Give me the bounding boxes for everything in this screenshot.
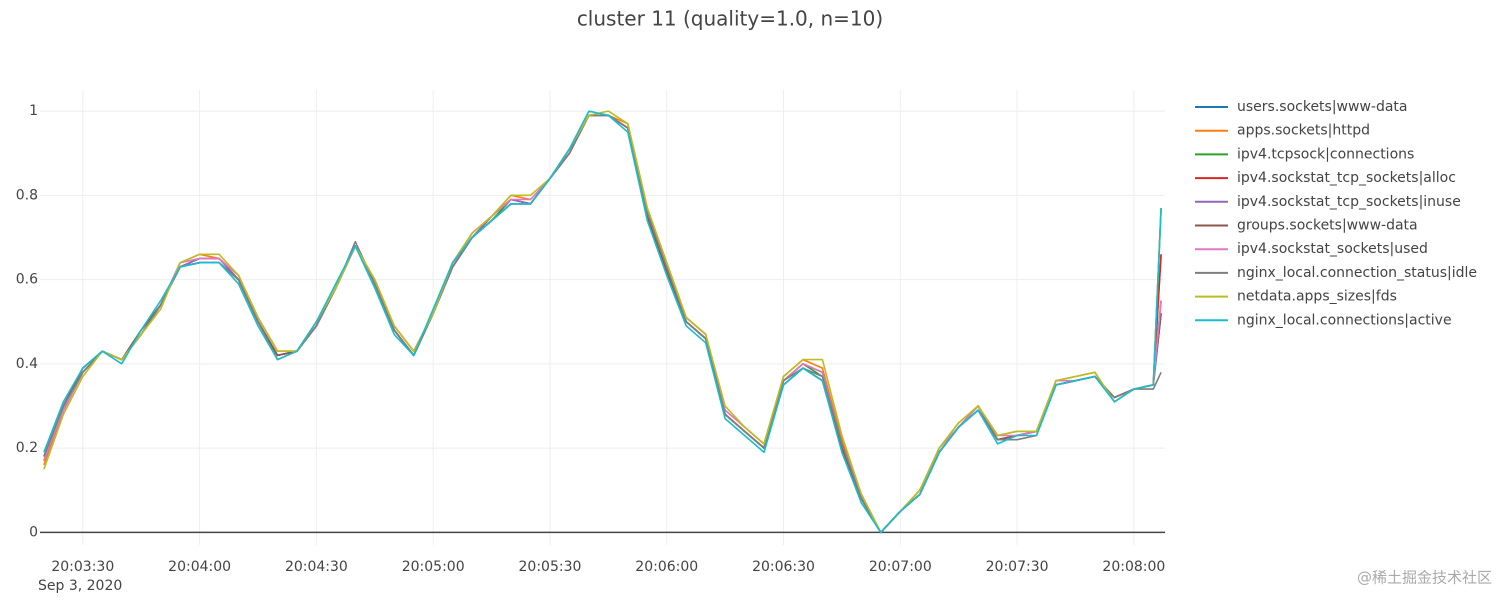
legend-label: netdata.apps_sizes|fds (1237, 289, 1397, 305)
x-tick-label: 20:03:30 (51, 559, 114, 575)
x-tick-label: 20:05:30 (519, 559, 582, 575)
legend-label: ipv4.sockstat_tcp_sockets|alloc (1237, 170, 1456, 186)
x-tick-label: 20:07:00 (869, 559, 932, 575)
x-tick-label: 20:05:00 (402, 559, 465, 575)
series-line (43, 110, 1162, 534)
watermark: @稀土掘金技术社区 (1357, 569, 1492, 587)
legend-label: ipv4.sockstat_tcp_sockets|inuse (1237, 194, 1461, 210)
y-tick-label: 1 (29, 103, 38, 119)
x-tick-label: 20:04:30 (285, 559, 348, 575)
legend-label: nginx_local.connection_status|idle (1237, 265, 1477, 281)
x-tick-label: 20:06:00 (635, 559, 698, 575)
legend-label: ipv4.sockstat_sockets|used (1237, 241, 1428, 257)
legend-label: ipv4.tcpsock|connections (1237, 146, 1414, 162)
y-tick-label: 0.2 (16, 440, 38, 456)
y-tick-label: 0.6 (16, 272, 38, 288)
chart-title: cluster 11 (quality=1.0, n=10) (577, 7, 883, 31)
x-date-label: Sep 3, 2020 (38, 578, 122, 594)
legend-label: groups.sockets|www-data (1237, 218, 1418, 234)
x-tick-label: 20:06:30 (752, 559, 815, 575)
x-tick-label: 20:04:00 (168, 559, 231, 575)
legend-label: nginx_local.connections|active (1237, 312, 1452, 328)
y-tick-label: 0 (29, 524, 38, 540)
x-tick-label: 20:07:30 (986, 559, 1049, 575)
series-line (43, 110, 1162, 534)
legend-label: apps.sockets|httpd (1237, 123, 1370, 139)
legend-label: users.sockets|www-data (1237, 99, 1408, 115)
y-tick-label: 0.4 (16, 356, 38, 372)
x-tick-label: 20:08:00 (1102, 559, 1165, 575)
y-tick-label: 0.8 (16, 187, 38, 203)
